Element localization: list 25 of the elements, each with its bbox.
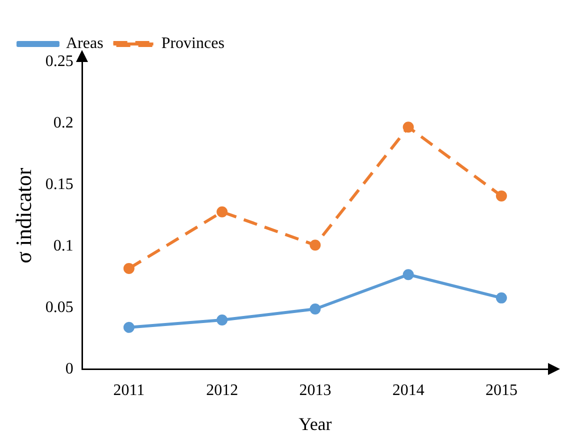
y-axis-title: σ indicator — [10, 167, 36, 264]
x-tick-label: 2015 — [485, 382, 518, 400]
point — [402, 269, 414, 280]
legend-label: Areas — [66, 35, 104, 52]
y-tick-label: 0 — [65, 360, 74, 378]
point — [310, 303, 321, 314]
y-tick-label: 0.1 — [53, 238, 74, 255]
y-tick-label: 0.2 — [53, 114, 74, 132]
x-tick-label: 2012 — [206, 382, 238, 400]
y-tick-label: 0.25 — [45, 53, 74, 70]
point — [123, 262, 134, 274]
point — [310, 240, 321, 251]
legend-label: Provinces — [161, 35, 224, 52]
point — [496, 190, 507, 202]
point — [496, 292, 507, 304]
y-tick-label: 0.15 — [45, 176, 74, 194]
x-tick-label: 2011 — [113, 382, 145, 400]
x-tick-label: 2013 — [299, 382, 332, 400]
point — [402, 122, 414, 133]
x-tick-label: 2014 — [392, 382, 424, 400]
y-tick-label: 0.05 — [45, 298, 74, 316]
point — [216, 314, 228, 326]
x-axis-title: Year — [298, 414, 332, 434]
point — [123, 322, 134, 333]
point — [216, 206, 228, 218]
